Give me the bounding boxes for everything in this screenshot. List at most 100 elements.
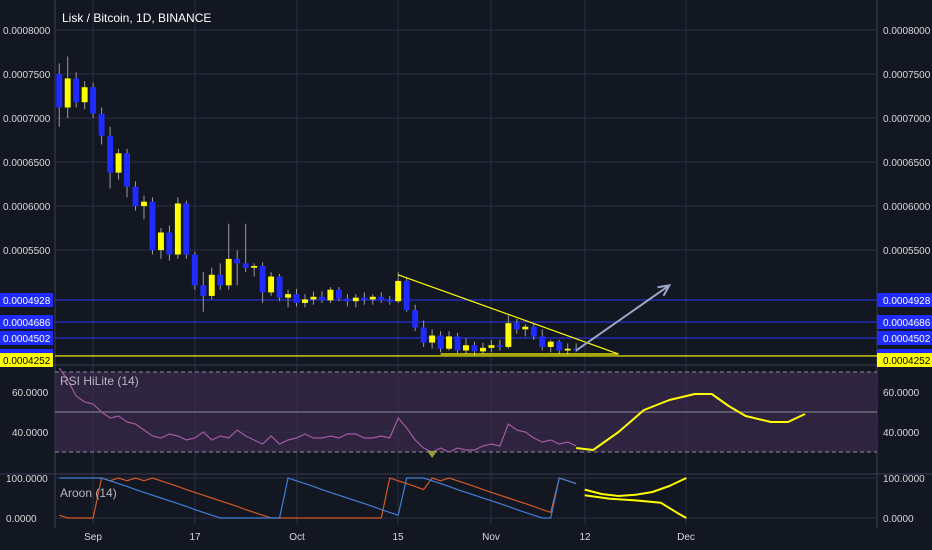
candle-body [479, 347, 486, 352]
candles[interactable] [56, 56, 580, 356]
candle-body [361, 297, 368, 300]
candle-body [344, 298, 351, 302]
price-level-label-right: 0.0004686 [883, 318, 931, 329]
candle-body [335, 289, 342, 299]
aroon-down-line [59, 477, 577, 519]
candle-body [386, 300, 393, 302]
axes: Sep 17 Oct 15 Nov 12 Dec 0.0008000 0.0008000 0.00… [3, 26, 931, 543]
rsi-tick-label-left: 60.0000 [12, 388, 49, 399]
candle-body [98, 113, 105, 136]
candle-body [556, 341, 563, 351]
price-level-label-right-bg [877, 293, 932, 307]
candle-body [446, 336, 453, 349]
rsi-low-marker [427, 451, 438, 458]
aroon-up-line [59, 477, 577, 519]
candle-body [234, 258, 241, 264]
candle-body [166, 232, 173, 255]
price-level-lines: 0.0004928 0.0004928 0.0004686 0.0004686 0.00… [0, 293, 932, 367]
aroon-projection-drawing-a [584, 477, 687, 497]
price-level-label-left: 0.0004502 [3, 334, 51, 345]
aroon-pane-label: Aroon (14) [60, 486, 117, 500]
candle-body [174, 203, 181, 255]
aroon-tick-label-left: 100.0000 [6, 474, 48, 485]
candle-body [217, 274, 224, 286]
price-level-label-left-bg [0, 315, 53, 329]
x-tick-label: Sep [84, 532, 102, 543]
rsi-projection-drawing [576, 393, 806, 451]
rsi-pane-label: RSI HiLite (14) [60, 374, 139, 388]
candle-body [73, 78, 80, 103]
y-tick-label-left: 0.0006000 [3, 202, 51, 213]
candle-body [157, 232, 164, 251]
x-tick-label: 17 [189, 532, 201, 543]
candle-body [285, 294, 292, 298]
x-tick-label: Nov [482, 532, 500, 543]
y-tick-label-left: 0.0005500 [3, 246, 51, 257]
breakout-arrow-head [657, 284, 672, 297]
candle-body [395, 280, 402, 302]
rsi-pane[interactable]: 60.0000 60.0000 40.0000 40.0000 RSI HiLite (… [12, 367, 920, 458]
candle-body [369, 296, 376, 300]
candle-body [293, 294, 300, 303]
candle-body [522, 326, 529, 330]
aroon-pane[interactable]: 100.0000 100.0000 0.0000 0.0000 Aroon (14) [6, 474, 925, 525]
x-tick-label: 12 [579, 532, 591, 543]
rsi-tick-label-left: 40.0000 [12, 428, 49, 439]
y-tick-label-right: 0.0005500 [883, 246, 931, 257]
aroon-tick-label-right: 0.0000 [883, 514, 914, 525]
x-tick-label: Oct [289, 532, 305, 543]
y-tick-label-left: 0.0006500 [3, 158, 51, 169]
y-tick-label-right: 0.0006500 [883, 158, 931, 169]
candle-body [242, 263, 249, 268]
price-level-label-right-bg [877, 331, 932, 345]
candle-body [403, 280, 410, 310]
candle-body [454, 336, 461, 351]
candle-body [90, 87, 97, 114]
candle-body [225, 258, 232, 286]
drawing-annotations[interactable] [398, 274, 672, 355]
price-level-label-left: 0.0004252 [3, 356, 51, 367]
candle-body [318, 296, 325, 301]
price-level-label-right: 0.0004928 [883, 296, 931, 307]
candle-body [513, 323, 520, 330]
candle-body [81, 87, 88, 103]
candle-body [191, 254, 198, 286]
rsi-tick-label-right: 40.0000 [883, 428, 920, 439]
x-tick-label: 15 [392, 532, 404, 543]
candle-body [327, 289, 334, 301]
price-level-label-left-bg [0, 293, 53, 307]
candle-body [539, 336, 546, 347]
y-tick-label-left: 0.0007000 [3, 114, 51, 125]
rsi-line [58, 367, 577, 453]
price-level-label-right-bg [877, 315, 932, 329]
price-level-label-right: 0.0004252 [883, 356, 931, 367]
candle-body [310, 296, 317, 300]
candle-body [183, 203, 190, 255]
candle-body [471, 345, 478, 352]
candle-body [496, 345, 503, 347]
rsi-tick-label-right: 60.0000 [883, 388, 920, 399]
symbol-title: Lisk / Bitcoin, 1D, BINANCE [62, 11, 211, 25]
candle-body [420, 327, 427, 343]
y-tick-label-right: 0.0007000 [883, 114, 931, 125]
price-level-label-right: 0.0004502 [883, 334, 931, 345]
candle-body [124, 153, 130, 187]
candle-body [412, 309, 419, 328]
price-level-label-left: 0.0004928 [3, 296, 51, 307]
candle-body [352, 297, 359, 302]
y-tick-label-right: 0.0008000 [883, 26, 931, 37]
candle-body [463, 345, 469, 351]
y-tick-label-right: 0.0006000 [883, 202, 931, 213]
candle-body [378, 296, 385, 301]
candle-body [56, 74, 63, 108]
candle-body [437, 335, 444, 349]
aroon-tick-label-left: 0.0000 [6, 514, 37, 525]
breakout-arrow-line [575, 284, 670, 352]
descending-trend-line [398, 274, 619, 355]
candle-body [547, 341, 554, 347]
candle-body [530, 326, 537, 337]
candle-body [132, 186, 139, 207]
